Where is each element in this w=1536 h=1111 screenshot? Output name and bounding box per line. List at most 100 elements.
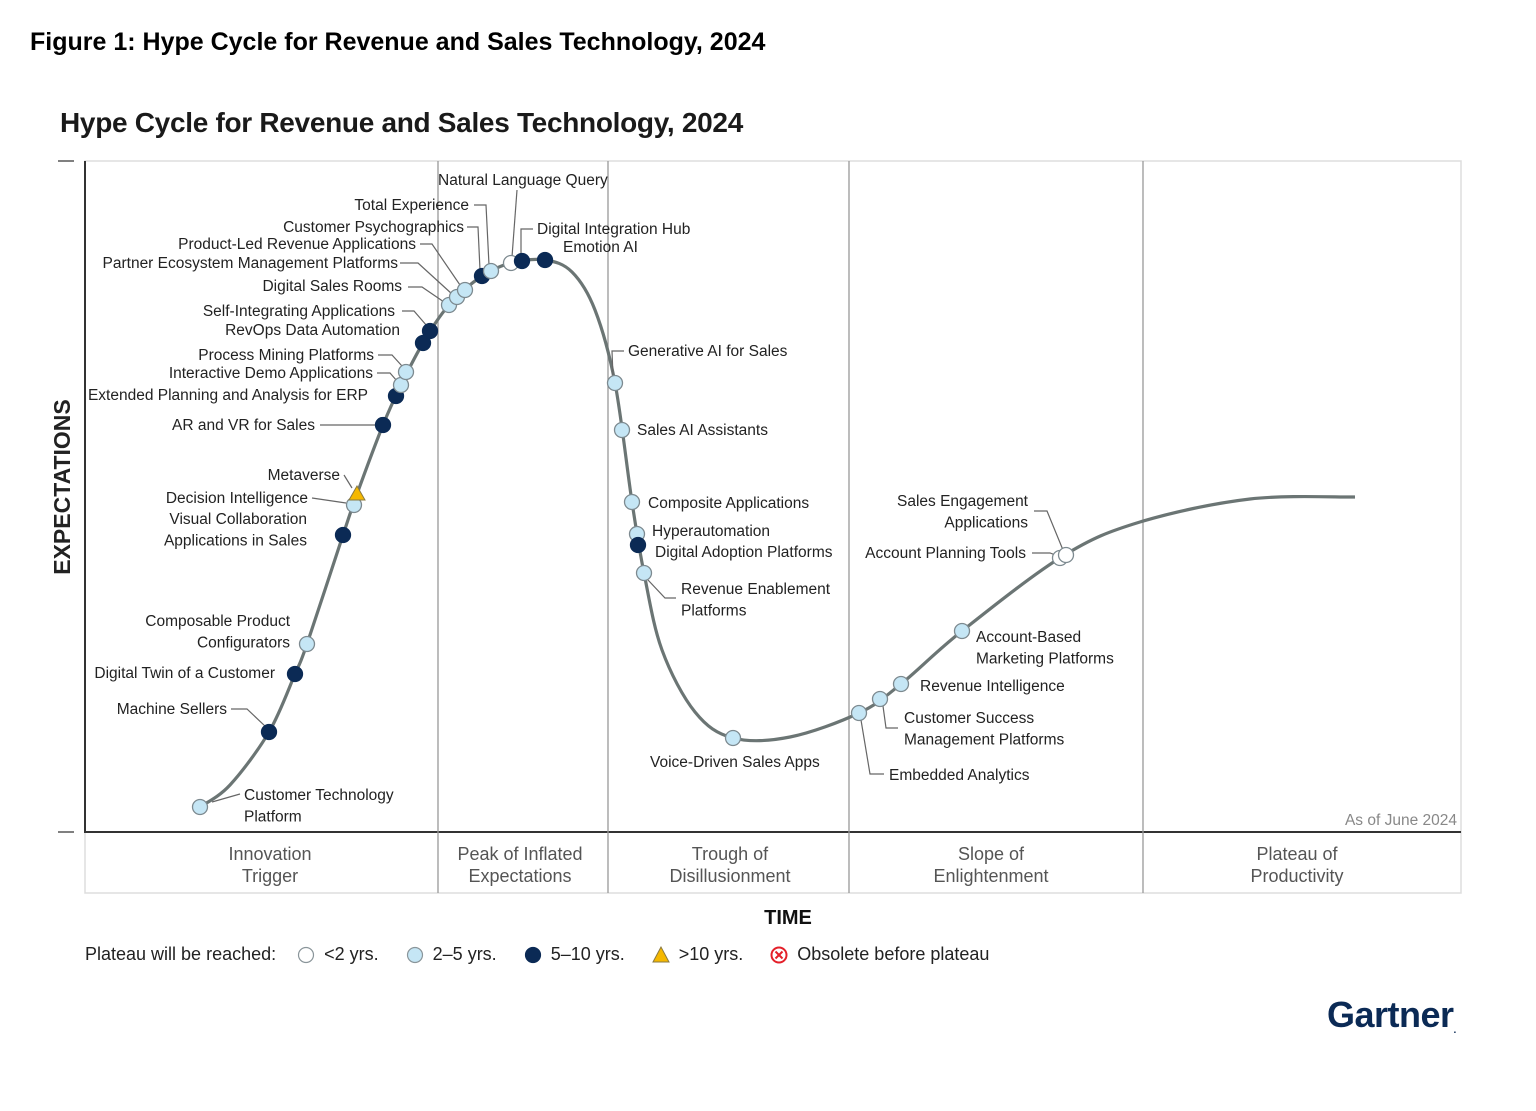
legend: Plateau will be reached: <2 yrs. 2–5 yrs.… [85, 944, 1015, 965]
technology-marker [374, 416, 392, 434]
chart-title: Hype Cycle for Revenue and Sales Technol… [60, 107, 743, 138]
technology-marker [623, 493, 641, 511]
technology-marker [456, 281, 474, 299]
legend-item-lt2: <2 yrs. [296, 944, 379, 965]
legend-item-obsolete: Obsolete before plateau [769, 944, 989, 965]
legend-item-2to5: 2–5 yrs. [405, 944, 497, 965]
technology-label: Composable Product [145, 613, 290, 630]
phase-label: Productivity [1250, 866, 1343, 886]
hype-curve [199, 257, 1356, 809]
technology-label: Machine Sellers [117, 701, 228, 718]
leader-line [420, 243, 461, 286]
phase-label: Disillusionment [669, 866, 790, 886]
circle-icon [298, 946, 315, 963]
technology-label: Digital Adoption Platforms [655, 544, 833, 561]
phase-label: Slope of [958, 844, 1025, 864]
technology-label: Hyperautomation [652, 523, 770, 540]
technology-markers [191, 251, 1075, 816]
technology-label: Process Mining Platforms [198, 347, 374, 364]
leader-line [1034, 510, 1064, 551]
leader-line [474, 204, 490, 266]
legend-label: 5–10 yrs. [550, 944, 625, 964]
phase-label: Peak of Inflated [457, 844, 582, 864]
technology-label: Applications in Sales [164, 533, 307, 550]
technology-label: Digital Twin of a Customer [94, 665, 275, 682]
technology-marker [414, 334, 432, 352]
technology-label: Sales Engagement [897, 493, 1029, 510]
technology-label: Customer Success [904, 710, 1034, 727]
technology-label: Interactive Demo Applications [169, 365, 373, 382]
legend-label: 2–5 yrs. [432, 944, 497, 964]
technology-label: Decision Intelligence [166, 490, 308, 507]
leader-line [311, 497, 347, 504]
technology-label: Extended Planning and Analysis for ERP [88, 387, 368, 404]
y-axis-label: EXPECTATIONS [49, 399, 75, 575]
technology-marker [1057, 546, 1075, 564]
technology-label: Revenue Intelligence [920, 678, 1065, 695]
leader-line [467, 226, 481, 271]
leader-line [343, 474, 353, 489]
leader-lines [211, 189, 1064, 803]
phase-label: Expectations [468, 866, 571, 886]
technology-label: Revenue Enablement [681, 581, 831, 598]
triangle-marker-icon [348, 484, 366, 501]
technology-label: Self-Integrating Applications [203, 303, 395, 320]
technology-marker [850, 704, 868, 722]
technology-marker [482, 262, 500, 280]
legend-item-gt10: >10 yrs. [651, 944, 744, 965]
technology-label: Account Planning Tools [865, 545, 1026, 562]
legend-label: >10 yrs. [678, 944, 744, 964]
x-circle-icon [770, 946, 788, 963]
circle-icon [406, 946, 423, 963]
legend-item-5to10: 5–10 yrs. [523, 944, 625, 965]
technology-label: Platform [244, 809, 302, 826]
technology-label: RevOps Data Automation [225, 322, 400, 339]
technology-marker [421, 322, 439, 340]
figure-title: Figure 1: Hype Cycle for Revenue and Sal… [30, 28, 766, 56]
phase-label: Trigger [242, 866, 298, 886]
technology-marker [536, 251, 554, 269]
technology-marker [724, 729, 742, 747]
technology-marker [613, 421, 631, 439]
leader-line [377, 372, 398, 382]
technology-label: Emotion AI [563, 239, 638, 256]
technology-marker [871, 690, 889, 708]
as-of-date: As of June 2024 [1345, 812, 1457, 829]
technology-label: Applications [944, 515, 1028, 532]
technology-label: Platforms [681, 603, 747, 620]
technology-marker [606, 374, 624, 392]
leader-line [611, 350, 624, 377]
gartner-logo: Gartner. [1327, 994, 1456, 1036]
technology-marker [286, 665, 304, 683]
legend-label: <2 yrs. [324, 944, 379, 964]
technology-label: Embedded Analytics [889, 767, 1030, 784]
phase-label: Innovation [228, 844, 311, 864]
technology-label: Configurators [197, 635, 290, 652]
leader-line [520, 228, 533, 255]
technology-label: Composite Applications [648, 495, 809, 512]
technology-marker [397, 363, 415, 381]
leader-line [882, 705, 898, 729]
technology-marker [191, 798, 209, 816]
technology-label: Management Platforms [904, 732, 1064, 749]
technology-label: AR and VR for Sales [172, 417, 315, 434]
leader-line [860, 719, 884, 775]
triangle-icon [651, 945, 670, 962]
leader-line [402, 310, 428, 327]
circle-icon [524, 946, 541, 963]
technology-label: Customer Psychographics [283, 219, 464, 236]
leader-line [378, 354, 403, 367]
technology-marker [334, 526, 352, 544]
legend-title: Plateau will be reached: [85, 944, 277, 964]
technology-label: Digital Integration Hub [537, 221, 690, 238]
technology-marker [629, 536, 647, 554]
leader-line [400, 262, 453, 295]
technology-marker [635, 564, 653, 582]
plot-frame [58, 160, 1462, 894]
x-axis-label: TIME [764, 907, 812, 929]
technology-label: Partner Ecosystem Management Platforms [103, 255, 399, 272]
leader-line [511, 189, 518, 258]
phase-label: Plateau of [1256, 844, 1338, 864]
